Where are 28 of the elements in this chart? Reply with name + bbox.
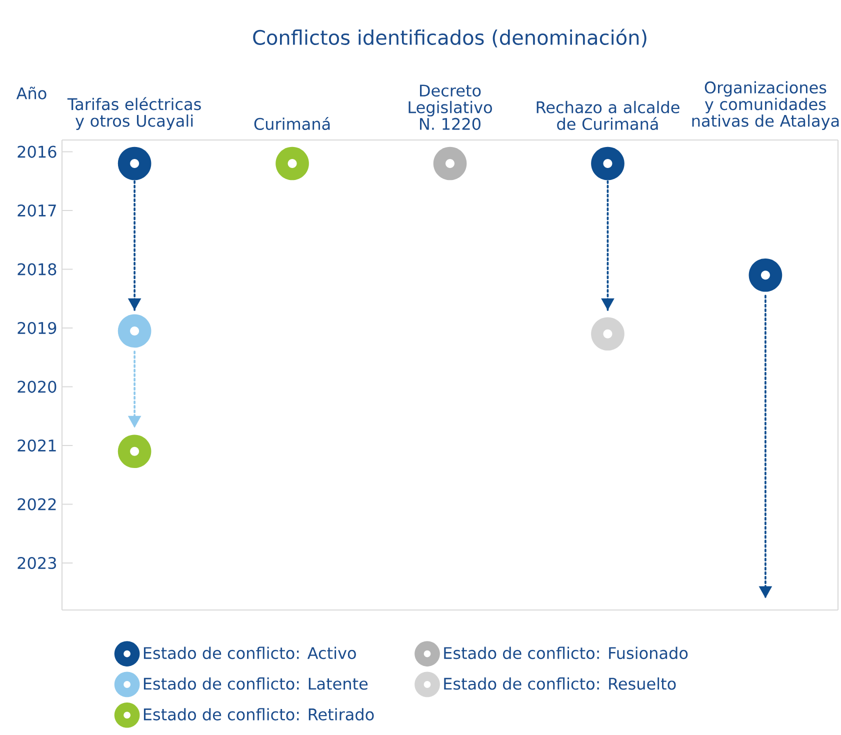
- y-tick-label: 2023: [18, 556, 56, 570]
- y-tick-label: 2021: [18, 439, 56, 452]
- x-tick-label: Rechazo a alcalde de Curimaná: [536, 100, 680, 130]
- x-tick-label: Curimaná: [254, 116, 330, 130]
- chart-title: Conflictos identificados (denominación): [253, 28, 646, 48]
- y-tick-label: 2018: [18, 263, 56, 276]
- x-tick-label: Organizaciones y comunidades nativas de Atalaya: [692, 81, 839, 130]
- x-tick-label: Tarifas eléctricas y otros Ucayali: [67, 97, 201, 130]
- legend-label: Estado de conflicto: Activo: [144, 646, 356, 660]
- y-tick-label: 2016: [18, 146, 56, 158]
- legend-label: Estado de conflicto: Fusionado: [444, 646, 688, 660]
- x-tick-label: Decreto Legislativo N. 1220: [408, 84, 492, 130]
- point: [591, 317, 624, 351]
- y-axis-title: Año: [16, 86, 46, 100]
- point: [591, 146, 624, 180]
- y-tick-label: 2017: [18, 204, 56, 217]
- point: [118, 146, 152, 180]
- legend-label: Estado de conflicto: Retirado: [144, 708, 374, 720]
- y-tick-label: 2019: [18, 322, 56, 334]
- point: [433, 146, 467, 180]
- y-tick-label: 2022: [18, 498, 56, 510]
- point: [748, 258, 782, 292]
- point: [276, 146, 309, 180]
- y-tick-label: 2020: [18, 380, 56, 393]
- legend-label: Estado de conflicto: Resuelto: [444, 677, 676, 690]
- point: [118, 434, 152, 468]
- point: [118, 314, 152, 348]
- legend-label: Estado de conflicto: Latente: [144, 677, 368, 690]
